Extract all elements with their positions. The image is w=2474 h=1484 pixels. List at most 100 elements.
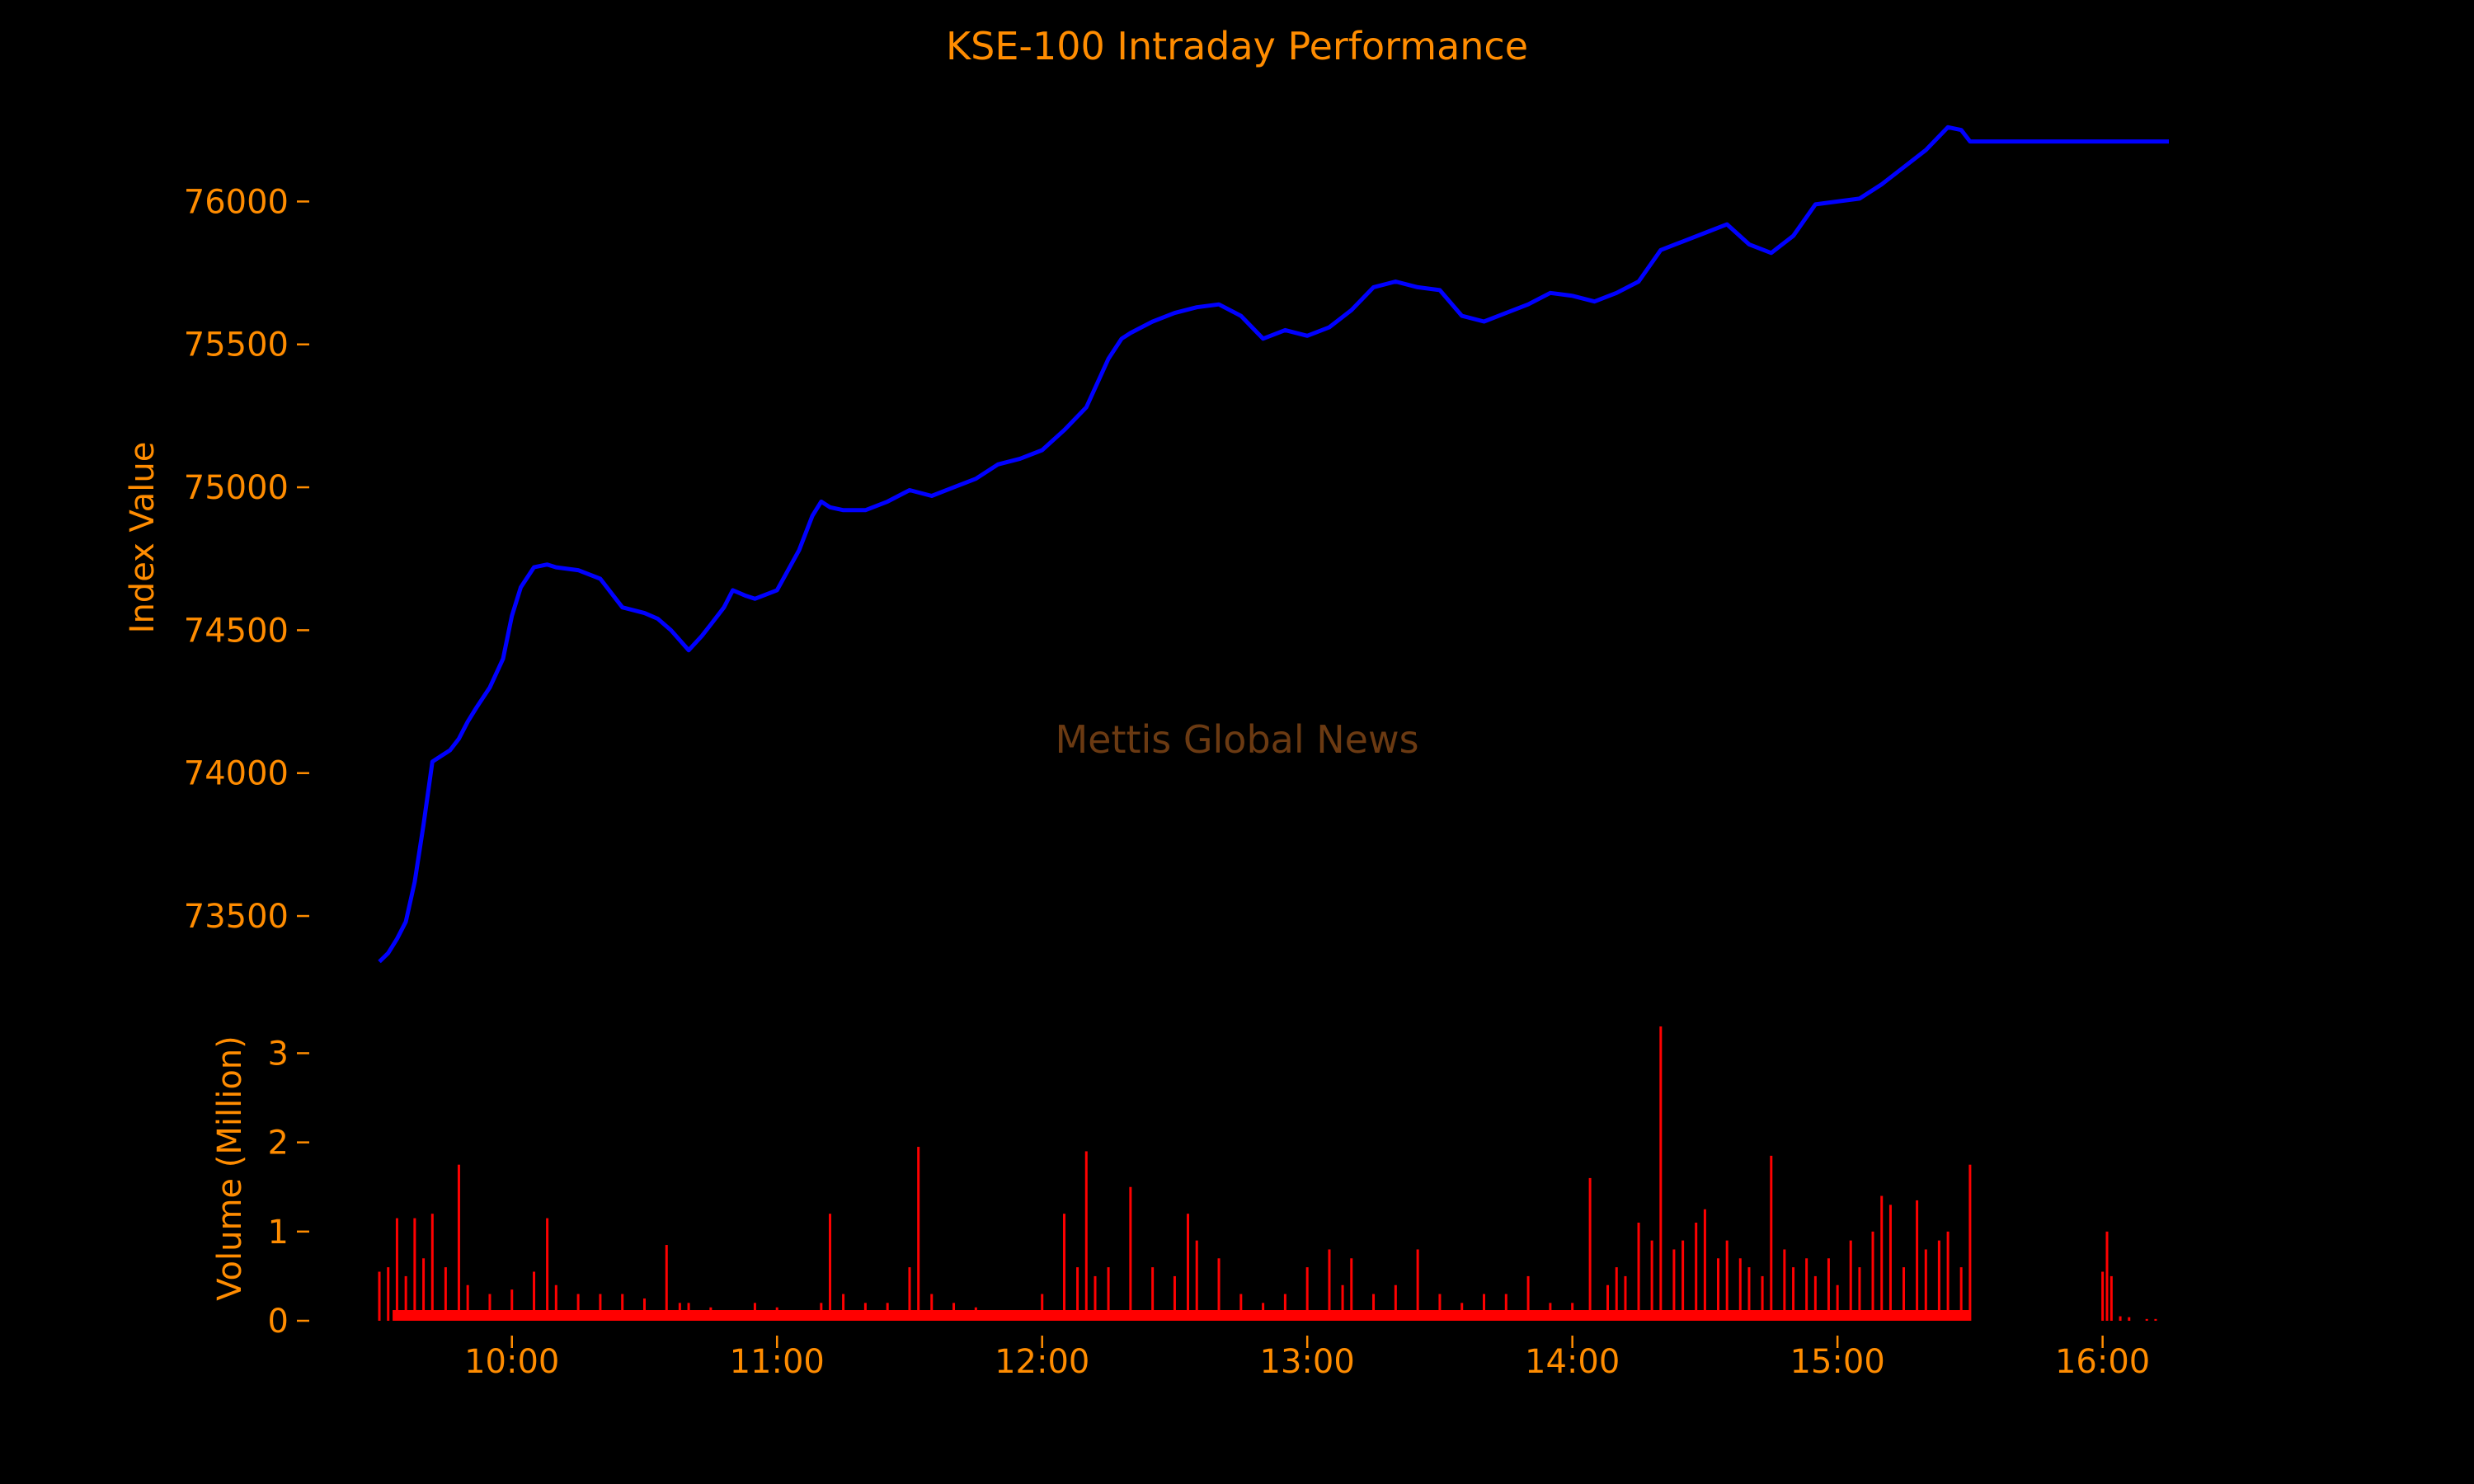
volume-bar — [1659, 1026, 1663, 1321]
volume-bar — [665, 1245, 668, 1321]
volume-bar — [1968, 1164, 1972, 1321]
price-y-tick-label: 74000 — [184, 755, 289, 793]
volume-bar — [1195, 1240, 1198, 1321]
volume-bar — [1217, 1258, 1221, 1321]
volume-bar — [1946, 1231, 1950, 1321]
volume-bar — [2128, 1317, 2131, 1321]
volume-bar — [1672, 1249, 1676, 1321]
volume-y-tick-label: 1 — [268, 1214, 289, 1252]
price-y-tick-label: 76000 — [184, 183, 289, 221]
volume-baseline — [393, 1310, 1970, 1321]
volume-bar — [457, 1164, 460, 1321]
volume-bar — [1094, 1275, 1097, 1321]
volume-bar — [1504, 1294, 1507, 1321]
volume-bar — [395, 1218, 398, 1321]
volume-bar — [1129, 1186, 1132, 1321]
volume-y-axis-label: Volume (Million) — [211, 1036, 249, 1300]
volume-bar — [599, 1294, 602, 1321]
volume-y-tick-label: 2 — [268, 1125, 289, 1162]
volume-bar — [1394, 1284, 1397, 1321]
volume-bar — [1305, 1267, 1309, 1321]
volume-bar — [1681, 1240, 1685, 1321]
watermark-text: Mettis Global News — [1055, 717, 1418, 762]
x-tick-label: 12:00 — [995, 1343, 1089, 1381]
volume-bar — [1041, 1294, 1044, 1321]
chart-title: KSE-100 Intraday Performance — [946, 24, 1528, 68]
volume-bar — [829, 1214, 832, 1321]
price-y-tick-label: 75500 — [184, 326, 289, 364]
volume-bar — [2101, 1271, 2105, 1321]
volume-bar — [510, 1289, 514, 1321]
volume-bar — [1738, 1258, 1742, 1321]
volume-bar — [1849, 1240, 1852, 1321]
volume-bar — [378, 1271, 381, 1321]
volume-bar — [1483, 1294, 1486, 1321]
volume-bar — [1637, 1223, 1640, 1321]
volume-bar — [2154, 1318, 2157, 1321]
volume-bar — [1062, 1214, 1065, 1321]
volume-bar — [842, 1294, 845, 1321]
volume-bar — [1526, 1275, 1530, 1321]
volume-bar — [1827, 1258, 1830, 1321]
volume-bar — [546, 1218, 549, 1321]
price-y-tick-label: 73500 — [184, 898, 289, 936]
volume-bar — [1438, 1294, 1442, 1321]
volume-bars — [378, 1026, 2157, 1321]
volume-bar — [1372, 1294, 1376, 1321]
volume-bar — [1813, 1275, 1817, 1321]
volume-bar — [576, 1294, 580, 1321]
index-value-line — [378, 124, 2169, 964]
volume-bar — [2105, 1231, 2109, 1321]
volume-bar — [1937, 1240, 1940, 1321]
volume-bar — [1173, 1275, 1176, 1321]
volume-bar — [1416, 1249, 1419, 1321]
volume-bar — [621, 1294, 624, 1321]
volume-bar — [1805, 1258, 1808, 1321]
volume-bar — [2119, 1316, 2122, 1321]
volume-bar — [533, 1271, 536, 1321]
volume-bar — [642, 1298, 646, 1321]
volume-bar — [1695, 1223, 1698, 1321]
volume-bar — [1703, 1209, 1706, 1321]
volume-bar — [1084, 1151, 1088, 1321]
volume-y-tick-label: 3 — [268, 1035, 289, 1073]
volume-bar — [422, 1258, 426, 1321]
volume-bar — [1151, 1267, 1155, 1321]
volume-bar — [554, 1284, 557, 1321]
volume-bar — [1606, 1284, 1610, 1321]
price-y-axis: 73500 74000 74500 75000 75500 76000 — [184, 183, 309, 936]
volume-bar — [1615, 1267, 1618, 1321]
volume-bar — [1924, 1249, 1927, 1321]
volume-bar — [1792, 1267, 1795, 1321]
volume-bar — [444, 1267, 447, 1321]
volume-bar — [1328, 1249, 1331, 1321]
volume-bar — [1624, 1275, 1627, 1321]
volume-bar — [387, 1267, 390, 1321]
price-y-tick-label: 74500 — [184, 612, 289, 650]
volume-bar — [1725, 1240, 1729, 1321]
volume-y-tick-label: 0 — [268, 1303, 289, 1341]
volume-bar — [1341, 1284, 1344, 1321]
volume-bar — [1880, 1195, 1884, 1321]
volume-bar — [1858, 1267, 1861, 1321]
volume-bar — [413, 1218, 416, 1321]
volume-bar — [1770, 1155, 1773, 1321]
volume-bar — [1283, 1294, 1286, 1321]
volume-bar — [1836, 1284, 1839, 1321]
volume-bar — [1187, 1214, 1190, 1321]
volume-bar — [1107, 1267, 1110, 1321]
volume-bar — [404, 1275, 407, 1321]
volume-bar — [1903, 1267, 1906, 1321]
x-tick-label: 11:00 — [730, 1343, 825, 1381]
volume-y-axis: 0 1 2 3 — [268, 1035, 309, 1341]
volume-bar — [1650, 1240, 1653, 1321]
volume-bar — [1888, 1205, 1892, 1321]
x-axis: 10:00 11:00 12:00 13:00 14:00 15:00 16:00 — [464, 1336, 2150, 1381]
volume-bar — [908, 1267, 911, 1321]
price-y-axis-label: Index Value — [124, 442, 162, 634]
volume-bar — [430, 1214, 434, 1321]
volume-bar — [930, 1294, 934, 1321]
x-tick-label: 16:00 — [2055, 1343, 2150, 1381]
